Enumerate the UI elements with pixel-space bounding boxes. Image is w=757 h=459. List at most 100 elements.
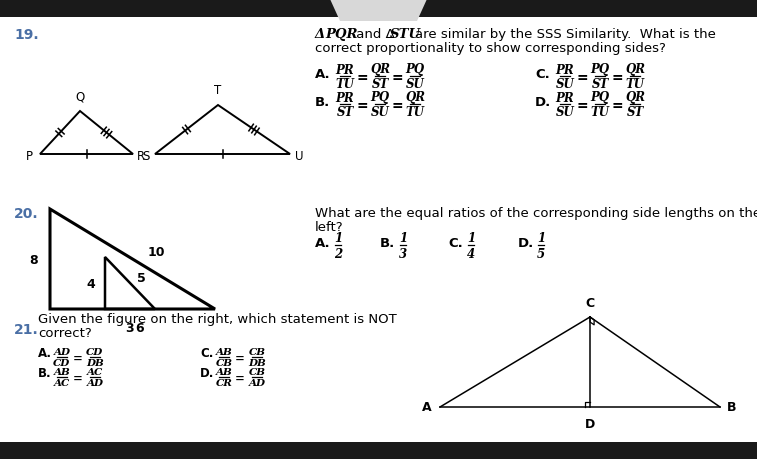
Text: C.: C. xyxy=(448,236,463,249)
Text: QR: QR xyxy=(625,91,645,104)
Text: AB: AB xyxy=(216,368,232,377)
Text: DB: DB xyxy=(86,359,104,368)
Text: =: = xyxy=(235,372,245,385)
Text: Given the figure on the right, which statement is NOT: Given the figure on the right, which sta… xyxy=(38,312,397,325)
Text: CR: CR xyxy=(216,379,232,388)
Text: CB: CB xyxy=(248,348,266,357)
Text: B.: B. xyxy=(38,366,51,379)
Text: ST: ST xyxy=(336,106,354,119)
Text: ST: ST xyxy=(626,106,643,119)
Text: 19.: 19. xyxy=(14,28,39,42)
Text: D.: D. xyxy=(518,236,534,249)
Text: QR: QR xyxy=(405,91,425,104)
Text: AD: AD xyxy=(248,379,266,388)
Text: QR: QR xyxy=(625,63,645,76)
Text: PR: PR xyxy=(556,63,575,76)
Polygon shape xyxy=(330,421,427,442)
Text: =: = xyxy=(357,71,368,85)
Text: SU: SU xyxy=(556,106,575,119)
Text: Δ: Δ xyxy=(315,28,326,41)
Polygon shape xyxy=(0,442,757,459)
Text: TU: TU xyxy=(625,78,644,91)
Text: A.: A. xyxy=(315,68,331,81)
Text: U: U xyxy=(295,149,304,162)
Text: SU: SU xyxy=(556,78,575,91)
Text: 3: 3 xyxy=(399,247,407,260)
Text: C.: C. xyxy=(200,346,213,359)
Text: and Δ: and Δ xyxy=(352,28,394,41)
Text: D.: D. xyxy=(200,366,214,379)
Text: A.: A. xyxy=(315,236,331,249)
Text: 8: 8 xyxy=(30,253,38,266)
Text: SU: SU xyxy=(371,106,389,119)
Text: =: = xyxy=(235,352,245,365)
Text: AD: AD xyxy=(86,379,104,388)
Text: PR: PR xyxy=(556,91,575,104)
Text: STU: STU xyxy=(390,28,421,41)
Text: =: = xyxy=(611,71,623,85)
Text: 4: 4 xyxy=(467,247,475,260)
Text: TU: TU xyxy=(335,78,354,91)
Text: C.: C. xyxy=(535,68,550,81)
Text: =: = xyxy=(73,352,83,365)
Text: =: = xyxy=(576,99,588,113)
Text: 5: 5 xyxy=(537,247,545,260)
Text: PQ: PQ xyxy=(590,91,609,104)
Text: T: T xyxy=(214,84,222,97)
Text: =: = xyxy=(576,71,588,85)
Text: B.: B. xyxy=(315,96,330,109)
Text: correct?: correct? xyxy=(38,326,92,339)
Text: Q: Q xyxy=(76,90,85,103)
Text: 1: 1 xyxy=(399,232,407,245)
Text: D.: D. xyxy=(535,96,551,109)
Text: 3: 3 xyxy=(126,321,134,334)
Text: 10: 10 xyxy=(148,246,166,259)
Text: D: D xyxy=(585,417,595,430)
Text: =: = xyxy=(391,71,403,85)
Text: 4: 4 xyxy=(86,278,95,291)
Text: 5: 5 xyxy=(137,271,146,284)
Text: PQ: PQ xyxy=(406,63,425,76)
Text: AB: AB xyxy=(54,368,70,377)
Text: 1: 1 xyxy=(334,232,342,245)
Text: AC: AC xyxy=(54,379,70,388)
Text: PR: PR xyxy=(335,63,354,76)
Text: PQR: PQR xyxy=(325,28,357,41)
Text: CD: CD xyxy=(86,348,104,357)
Text: ST: ST xyxy=(591,78,609,91)
Text: =: = xyxy=(391,99,403,113)
Polygon shape xyxy=(330,0,427,22)
Text: AC: AC xyxy=(87,368,103,377)
Text: R: R xyxy=(137,149,145,162)
Text: 2: 2 xyxy=(334,247,342,260)
Text: What are the equal ratios of the corresponding side lengths on the: What are the equal ratios of the corresp… xyxy=(315,207,757,219)
Text: =: = xyxy=(73,372,83,385)
Text: =: = xyxy=(611,99,623,113)
Text: 1: 1 xyxy=(537,232,545,245)
Text: B: B xyxy=(727,401,737,414)
Text: PQ: PQ xyxy=(590,63,609,76)
Text: 6: 6 xyxy=(136,321,145,334)
Text: CD: CD xyxy=(54,359,70,368)
Text: are similar by the SSS Similarity.  What is the: are similar by the SSS Similarity. What … xyxy=(415,28,716,41)
Text: 1: 1 xyxy=(467,232,475,245)
Text: TU: TU xyxy=(590,106,609,119)
Text: SU: SU xyxy=(406,78,425,91)
Polygon shape xyxy=(0,0,757,18)
Text: =: = xyxy=(357,99,368,113)
Text: B.: B. xyxy=(380,236,395,249)
Text: 21.: 21. xyxy=(14,322,39,336)
Text: A.: A. xyxy=(38,346,52,359)
Text: S: S xyxy=(142,149,150,162)
Text: AB: AB xyxy=(216,348,232,357)
Text: A: A xyxy=(422,401,432,414)
Text: CB: CB xyxy=(248,368,266,377)
Text: AD: AD xyxy=(54,348,70,357)
Text: QR: QR xyxy=(370,63,390,76)
Text: ST: ST xyxy=(372,78,388,91)
Text: C: C xyxy=(585,297,594,309)
Text: PR: PR xyxy=(335,91,354,104)
Text: 20.: 20. xyxy=(14,207,39,220)
Text: correct proportionality to show corresponding sides?: correct proportionality to show correspo… xyxy=(315,42,666,55)
Text: TU: TU xyxy=(406,106,425,119)
